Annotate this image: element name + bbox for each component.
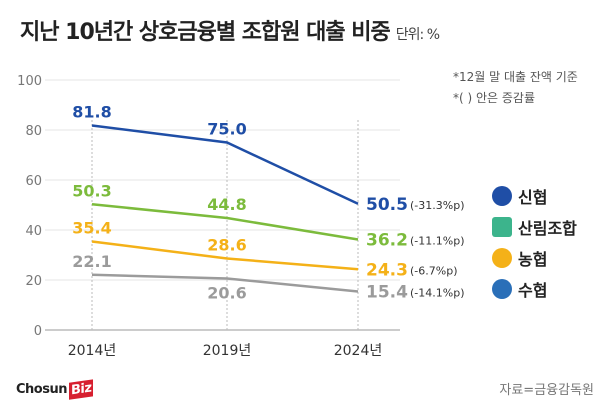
y-tick-label: 100 bbox=[17, 74, 42, 89]
x-tick-label: 2014년 bbox=[68, 343, 117, 359]
legend: 신협 산림조합 농협 수협 bbox=[492, 180, 577, 304]
data-label: 20.6 bbox=[207, 284, 246, 303]
suhyup-logo-icon bbox=[492, 278, 512, 299]
data-label: 24.3 bbox=[366, 260, 408, 280]
title-text: 지난 10년간 상호금융별 조합원 대출 비중 bbox=[20, 20, 391, 45]
data-label: 22.1 bbox=[72, 252, 111, 271]
shinhyup-logo-icon bbox=[492, 185, 512, 206]
data-label: 35.4 bbox=[72, 219, 111, 238]
x-tick-label: 2019년 bbox=[203, 343, 252, 359]
series-line-산림조합 bbox=[91, 203, 359, 241]
y-tick-label: 80 bbox=[25, 124, 42, 139]
change-label: (-31.3%p) bbox=[410, 199, 464, 212]
series-line-수협 bbox=[91, 273, 359, 293]
x-tick-label: 2024년 bbox=[334, 343, 383, 359]
y-tick-label: 60 bbox=[25, 174, 42, 189]
change-label: (-11.1%p) bbox=[410, 235, 464, 248]
legend-item-shinhyup: 신협 bbox=[492, 180, 577, 211]
data-label: 15.4 bbox=[366, 283, 408, 303]
change-label: (-14.1%p) bbox=[410, 287, 464, 300]
chosunbiz-logo: Chosun Biz bbox=[16, 379, 94, 400]
series-line-농협 bbox=[91, 240, 359, 271]
logo-text: Chosun bbox=[16, 382, 67, 397]
nonghyup-logo-icon bbox=[492, 247, 512, 268]
chart-title: 지난 10년간 상호금융별 조합원 대출 비중 단위: % bbox=[20, 14, 440, 46]
legend-label: 농협 bbox=[518, 249, 548, 269]
unit-label: 단위: % bbox=[395, 27, 440, 43]
y-tick-label: 0 bbox=[34, 324, 42, 339]
forestry-logo-icon bbox=[492, 216, 512, 237]
data-label: 81.8 bbox=[72, 103, 111, 122]
source-label: 자료=금융감독원 bbox=[499, 383, 594, 398]
logo-accent: Biz bbox=[68, 379, 94, 400]
data-label: 44.8 bbox=[207, 195, 246, 214]
legend-label: 수협 bbox=[518, 280, 548, 300]
legend-item-nonghyup: 농협 bbox=[492, 242, 577, 273]
data-label: 36.2 bbox=[366, 231, 408, 251]
data-label: 50.5 bbox=[366, 195, 408, 215]
data-label: 50.3 bbox=[72, 181, 111, 200]
change-label: (-6.7%p) bbox=[410, 264, 457, 277]
y-tick-label: 20 bbox=[25, 274, 42, 289]
legend-label: 산림조합 bbox=[518, 218, 577, 238]
legend-label: 신협 bbox=[518, 187, 548, 207]
data-label: 75.0 bbox=[207, 120, 246, 139]
legend-item-suhyup: 수협 bbox=[492, 273, 577, 304]
y-tick-label: 40 bbox=[25, 224, 42, 239]
series-line-신협 bbox=[91, 124, 359, 205]
note-change: *( ) 안은 증감률 bbox=[453, 91, 536, 105]
note-basis: *12월 말 대출 잔액 기준 bbox=[453, 70, 578, 84]
data-label: 28.6 bbox=[207, 236, 246, 255]
legend-item-forestry: 산림조합 bbox=[492, 211, 577, 242]
